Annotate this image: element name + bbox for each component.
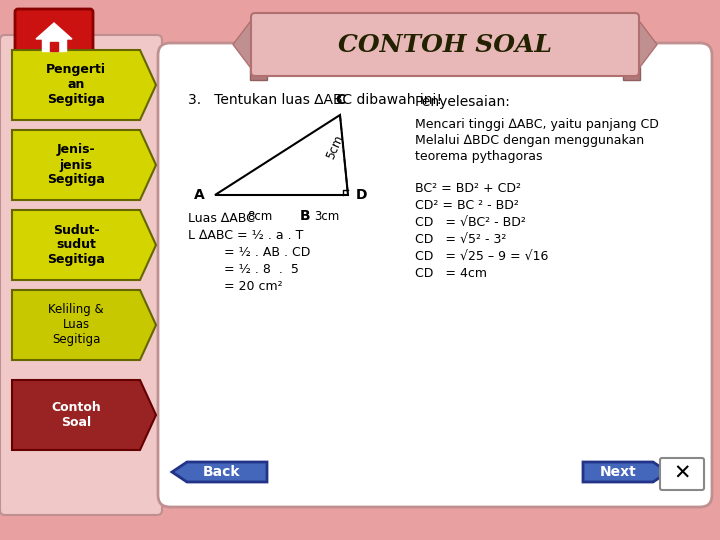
Text: CD   = √25 – 9 = √16: CD = √25 – 9 = √16 (415, 250, 549, 263)
Text: ✦: ✦ (356, 473, 364, 483)
Polygon shape (250, 67, 267, 80)
Polygon shape (233, 22, 280, 67)
Text: 3cm: 3cm (314, 210, 339, 223)
Text: Next: Next (600, 465, 636, 479)
Text: BC² = BD² + CD²: BC² = BD² + CD² (415, 182, 521, 195)
Polygon shape (12, 50, 156, 120)
Text: = 20 cm²: = 20 cm² (188, 280, 283, 293)
Text: L ∆ABC = ½ . a . T: L ∆ABC = ½ . a . T (188, 229, 303, 242)
Polygon shape (623, 67, 640, 80)
Text: Mencari tinggi ∆ABC, yaitu panjang CD: Mencari tinggi ∆ABC, yaitu panjang CD (415, 118, 659, 131)
Polygon shape (610, 22, 657, 67)
Polygon shape (12, 210, 156, 280)
Text: CD   = √BC² - BD²: CD = √BC² - BD² (415, 216, 526, 229)
Text: ✦: ✦ (496, 473, 504, 483)
Text: teorema pythagoras: teorema pythagoras (415, 150, 542, 163)
Text: = ½ . AB . CD: = ½ . AB . CD (188, 246, 310, 259)
FancyBboxPatch shape (660, 458, 704, 490)
Text: Penyelesaian:: Penyelesaian: (415, 95, 511, 109)
Text: CONTOH SOAL: CONTOH SOAL (338, 32, 552, 57)
Text: Jenis-
jenis
Segitiga: Jenis- jenis Segitiga (47, 144, 105, 186)
Text: ✕: ✕ (673, 464, 690, 484)
Text: Back: Back (203, 465, 240, 479)
Text: ✦: ✦ (426, 480, 434, 490)
Polygon shape (12, 290, 156, 360)
Text: B: B (300, 209, 310, 223)
Text: C: C (335, 93, 345, 107)
Text: CD   = √5² - 3²: CD = √5² - 3² (415, 233, 506, 246)
Text: Keliling &
Luas
Segitiga: Keliling & Luas Segitiga (48, 303, 104, 347)
Polygon shape (12, 380, 156, 450)
Text: CD   = 4cm: CD = 4cm (415, 267, 487, 280)
Text: = ½ . 8  .  5: = ½ . 8 . 5 (188, 263, 299, 276)
Polygon shape (36, 23, 72, 39)
Text: ✦: ✦ (536, 477, 544, 487)
Text: Contoh
Soal: Contoh Soal (51, 401, 101, 429)
FancyBboxPatch shape (50, 42, 58, 51)
Text: A: A (194, 188, 205, 202)
FancyBboxPatch shape (251, 13, 639, 76)
Text: 8cm: 8cm (248, 210, 273, 223)
FancyBboxPatch shape (42, 35, 66, 51)
Polygon shape (583, 462, 668, 482)
Text: 3.   Tentukan luas ∆ABC dibawah ini!: 3. Tentukan luas ∆ABC dibawah ini! (188, 93, 442, 107)
Text: Sudut-
sudut
Segitiga: Sudut- sudut Segitiga (47, 224, 105, 267)
Polygon shape (12, 130, 156, 200)
Polygon shape (172, 462, 267, 482)
Text: CD² = BC ² - BD²: CD² = BC ² - BD² (415, 199, 519, 212)
FancyBboxPatch shape (15, 9, 93, 65)
Text: D: D (356, 188, 367, 202)
Text: ✦: ✦ (306, 480, 314, 490)
FancyBboxPatch shape (158, 43, 712, 507)
Text: Luas ∆ABC: Luas ∆ABC (188, 212, 255, 225)
FancyBboxPatch shape (0, 35, 162, 515)
Text: Melalui ∆BDC dengan menggunakan: Melalui ∆BDC dengan menggunakan (415, 134, 644, 147)
Text: Pengerti
an
Segitiga: Pengerti an Segitiga (46, 64, 106, 106)
Text: 5cm: 5cm (323, 133, 346, 161)
